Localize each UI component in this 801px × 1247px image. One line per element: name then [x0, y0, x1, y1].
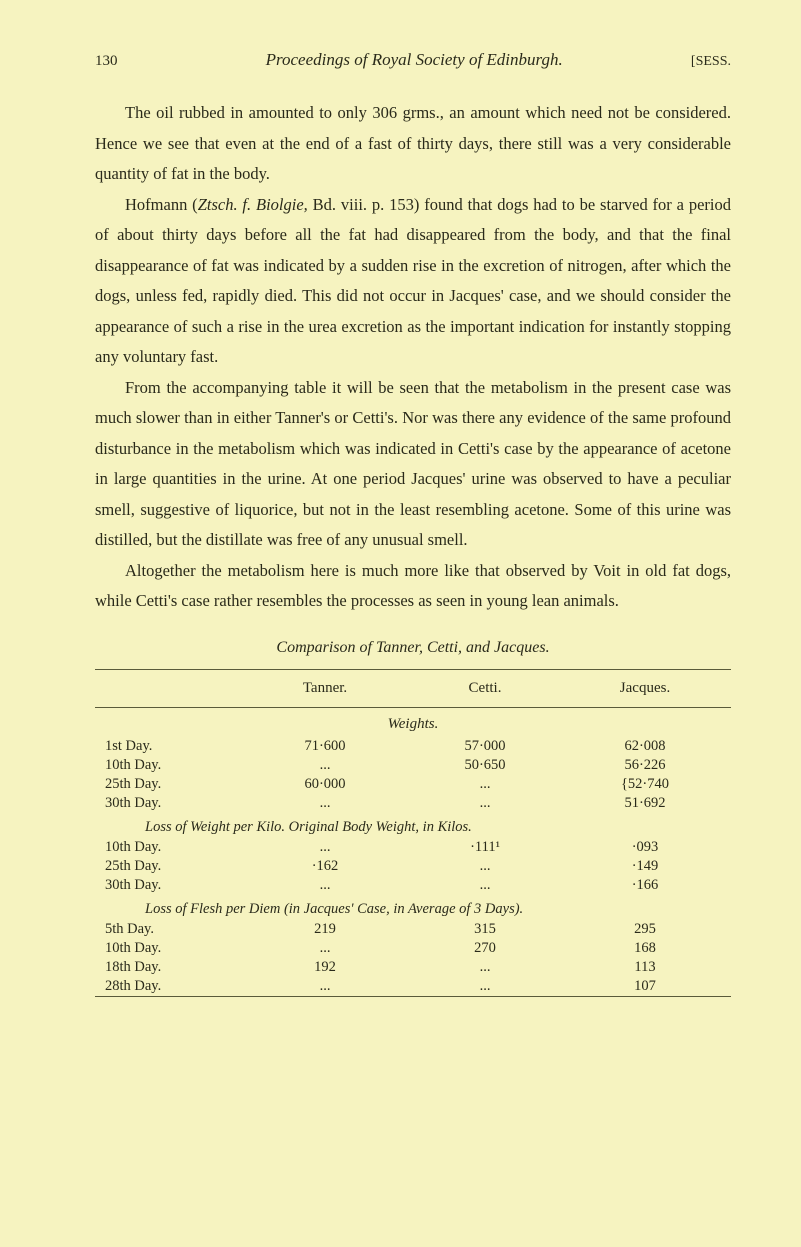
header-jacques: Jacques. — [565, 680, 725, 697]
row-label: 25th Day. — [95, 776, 245, 793]
cell-cetti: 315 — [405, 921, 565, 938]
col-label-empty — [95, 680, 245, 697]
cell-jacques: 113 — [565, 959, 725, 976]
table-title: Comparison of Tanner, Cetti, and Jacques… — [95, 639, 731, 657]
header-tanner: Tanner. — [245, 680, 405, 697]
cell-tanner: 219 — [245, 921, 405, 938]
cell-jacques: 168 — [565, 940, 725, 957]
table-row: 10th Day....270168 — [95, 939, 731, 958]
row-label: 25th Day. — [95, 858, 245, 875]
citation-italic: Ztsch. f. Biolgie, — [198, 195, 308, 214]
cell-tanner: ... — [245, 940, 405, 957]
cell-jacques: 62·008 — [565, 738, 725, 755]
row-label: 30th Day. — [95, 795, 245, 812]
cell-tanner: 60·000 — [245, 776, 405, 793]
table-row: 5th Day.219315295 — [95, 920, 731, 939]
cell-cetti: ... — [405, 877, 565, 894]
cell-tanner: ... — [245, 839, 405, 856]
cell-cetti: 57·000 — [405, 738, 565, 755]
running-title: Proceedings of Royal Society of Edinburg… — [168, 50, 661, 70]
table-row: 18th Day.192...113 — [95, 958, 731, 977]
cell-tanner: 192 — [245, 959, 405, 976]
cell-cetti: ... — [405, 795, 565, 812]
paragraph-3: From the accompanying table it will be s… — [95, 373, 731, 556]
cell-tanner: ... — [245, 757, 405, 774]
paragraph-1: The oil rubbed in amounted to only 306 g… — [95, 98, 731, 190]
table-row: 28th Day.......107 — [95, 977, 731, 996]
comparison-table: Tanner. Cetti. Jacques. Weights. 1st Day… — [95, 669, 731, 997]
page-number: 130 — [95, 53, 118, 70]
loss-flesh-rows: 5th Day.21931529510th Day....27016818th … — [95, 920, 731, 996]
cell-jacques: ·166 — [565, 877, 725, 894]
table-row: 30th Day.......51·692 — [95, 794, 731, 813]
cell-cetti: ... — [405, 978, 565, 995]
row-label: 10th Day. — [95, 757, 245, 774]
header-cetti: Cetti. — [405, 680, 565, 697]
cell-jacques: {52·740 — [565, 776, 725, 793]
paragraph-4: Altogether the metabolism here is much m… — [95, 556, 731, 617]
paragraph-2c: Bd. viii. p. 153) found that dogs had to… — [95, 195, 731, 367]
cell-tanner: 71·600 — [245, 738, 405, 755]
table-header-row: Tanner. Cetti. Jacques. — [95, 670, 731, 708]
row-label: 10th Day. — [95, 940, 245, 957]
cell-jacques: ·149 — [565, 858, 725, 875]
cell-tanner: ... — [245, 877, 405, 894]
cell-cetti: ... — [405, 776, 565, 793]
paragraph-2a: Hofmann ( — [125, 195, 198, 214]
table-row: 25th Day.60·000...{52·740 — [95, 775, 731, 794]
paragraph-2: Hofmann (Ztsch. f. Biolgie, Bd. viii. p.… — [95, 190, 731, 373]
row-label: 10th Day. — [95, 839, 245, 856]
row-label: 18th Day. — [95, 959, 245, 976]
weights-title: Weights. — [95, 708, 731, 737]
cell-cetti: ... — [405, 858, 565, 875]
cell-jacques: 107 — [565, 978, 725, 995]
cell-jacques: ·093 — [565, 839, 725, 856]
row-label: 30th Day. — [95, 877, 245, 894]
cell-cetti: 270 — [405, 940, 565, 957]
weights-rows: 1st Day.71·60057·00062·00810th Day....50… — [95, 737, 731, 813]
cell-tanner: ... — [245, 978, 405, 995]
page-header: 130 Proceedings of Royal Society of Edin… — [95, 50, 731, 70]
loss-flesh-title: Loss of Flesh per Diem (in Jacques' Case… — [95, 895, 731, 920]
table-row: 25th Day.·162...·149 — [95, 857, 731, 876]
row-label: 1st Day. — [95, 738, 245, 755]
table-row: 10th Day....50·65056·226 — [95, 756, 731, 775]
cell-jacques: 51·692 — [565, 795, 725, 812]
table-row: 10th Day....·111¹·093 — [95, 838, 731, 857]
loss-weight-title: Loss of Weight per Kilo. Original Body W… — [95, 813, 731, 838]
row-label: 5th Day. — [95, 921, 245, 938]
loss-weight-rows: 10th Day....·111¹·09325th Day.·162...·14… — [95, 838, 731, 895]
row-label: 28th Day. — [95, 978, 245, 995]
cell-cetti: ... — [405, 959, 565, 976]
cell-tanner: ·162 — [245, 858, 405, 875]
cell-jacques: 295 — [565, 921, 725, 938]
cell-tanner: ... — [245, 795, 405, 812]
cell-jacques: 56·226 — [565, 757, 725, 774]
cell-cetti: ·111¹ — [405, 839, 565, 856]
session-marker: [SESS. — [691, 54, 731, 70]
cell-cetti: 50·650 — [405, 757, 565, 774]
table-row: 1st Day.71·60057·00062·008 — [95, 737, 731, 756]
table-row: 30th Day.......·166 — [95, 876, 731, 895]
